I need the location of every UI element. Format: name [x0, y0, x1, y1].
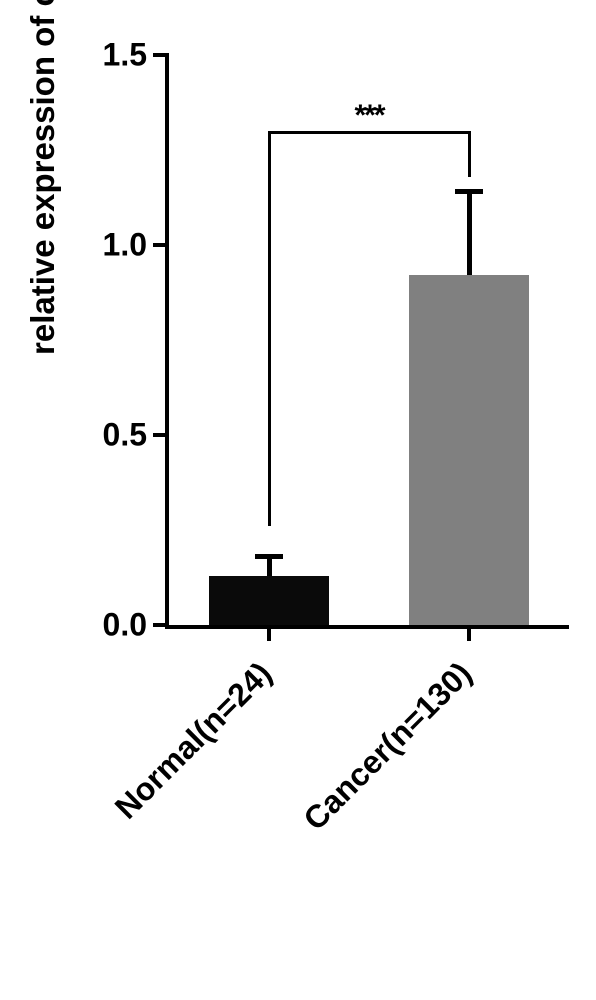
- y-tick-label: 0.5: [103, 417, 147, 454]
- y-tick-label: 1.0: [103, 227, 147, 264]
- plot-area: 0.00.51.01.5Normal(n=24)Cancer(n=130)***: [165, 55, 569, 629]
- errorbar-stem: [267, 557, 272, 576]
- errorbar-cap: [255, 554, 283, 559]
- x-tick-label-text: Normal(n=24): [108, 655, 279, 826]
- x-tick-label-text: Cancer(n=130): [296, 655, 479, 838]
- significance-drop: [468, 131, 471, 177]
- significance-label: ***: [354, 99, 383, 133]
- errorbar-stem: [467, 192, 472, 276]
- y-tick: [153, 623, 169, 627]
- bar: [209, 576, 329, 625]
- y-tick-label: 0.0: [103, 607, 147, 644]
- y-axis-label-wrap: relative expression of circCRIM1/β-actin: [0, 0, 40, 1000]
- errorbar-cap: [455, 189, 483, 194]
- y-tick: [153, 53, 169, 57]
- bar: [409, 275, 529, 625]
- y-tick: [153, 433, 169, 437]
- y-axis-label: relative expression of circCRIM1/β-actin: [24, 0, 62, 355]
- y-tick: [153, 243, 169, 247]
- figure: relative expression of circCRIM1/β-actin…: [0, 0, 596, 1000]
- significance-drop: [268, 131, 271, 526]
- y-tick-label: 1.5: [103, 37, 147, 74]
